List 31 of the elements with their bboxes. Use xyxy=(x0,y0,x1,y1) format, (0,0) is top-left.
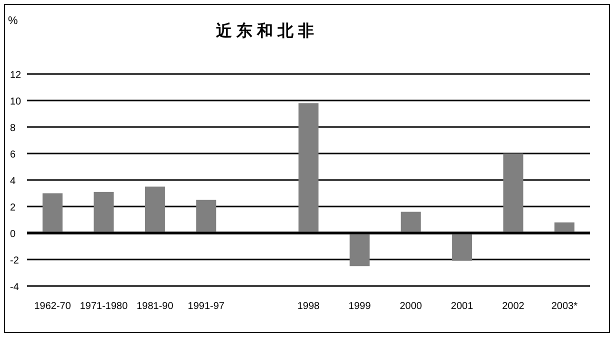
x-tick-label: 1998 xyxy=(297,301,320,312)
y-tick-label: -2 xyxy=(10,256,20,266)
y-axis-title: % xyxy=(8,15,18,27)
y-tick-label: -4 xyxy=(10,282,20,293)
x-tick-label: 2001 xyxy=(450,301,474,312)
y-tick-label: 4 xyxy=(10,176,16,187)
x-tick-label: 2003* xyxy=(551,301,578,312)
bar xyxy=(42,193,63,233)
bar xyxy=(196,200,216,233)
y-tick-label: 2 xyxy=(10,202,16,214)
x-tick-label: 1999 xyxy=(348,301,372,312)
bar xyxy=(94,192,114,233)
y-tick-label: 0 xyxy=(10,229,16,240)
x-tick-label: 1991-97 xyxy=(188,301,225,312)
bar xyxy=(554,222,574,233)
chart-title: 近 东 和 北 非 xyxy=(215,22,314,40)
y-tick-label: 8 xyxy=(10,123,16,134)
bar xyxy=(144,186,165,233)
x-tick-label: 2000 xyxy=(400,301,422,312)
y-tick-label: 12 xyxy=(10,70,22,81)
bar xyxy=(298,103,318,233)
x-tick-label: 1962-70 xyxy=(34,301,72,312)
bar xyxy=(503,154,524,233)
x-tick-label: 1971-1980 xyxy=(80,301,128,312)
x-tick-label: 1981-90 xyxy=(136,301,174,312)
y-tick-label: 10 xyxy=(10,96,22,108)
x-tick-label: 2002 xyxy=(502,301,525,312)
bar xyxy=(452,233,472,261)
bar xyxy=(400,212,421,233)
bar xyxy=(350,233,370,266)
y-tick-label: 6 xyxy=(10,150,16,160)
